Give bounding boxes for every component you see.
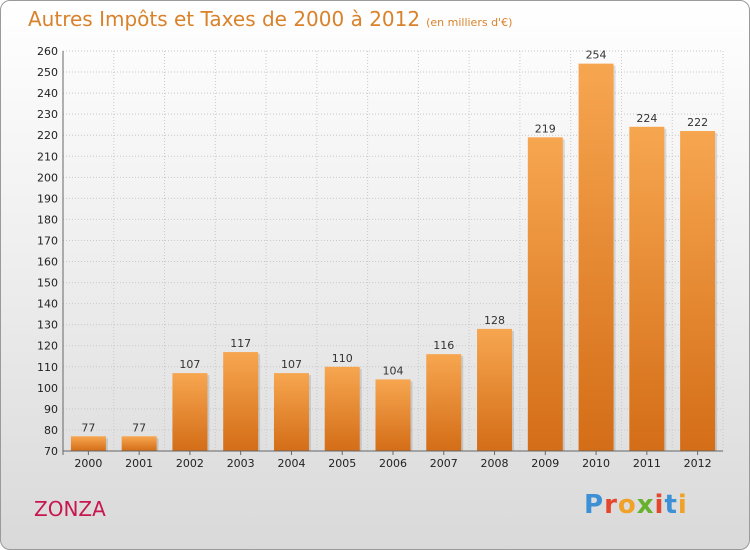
y-tick-label: 70 xyxy=(44,445,58,458)
y-tick-label: 200 xyxy=(37,171,58,184)
x-tick-label: 2008 xyxy=(481,457,509,470)
bar xyxy=(578,63,614,451)
y-tick-label: 150 xyxy=(37,277,58,290)
bar xyxy=(324,366,360,451)
data-label: 107 xyxy=(281,358,302,371)
y-tick-label: 230 xyxy=(37,108,58,121)
y-tick-label: 80 xyxy=(44,424,58,437)
y-tick-label: 190 xyxy=(37,192,58,205)
logo-letter: t xyxy=(664,490,678,520)
bar xyxy=(223,352,259,451)
data-label: 107 xyxy=(179,358,200,371)
logo-letter: i xyxy=(654,490,665,520)
x-tick-label: 2003 xyxy=(227,457,255,470)
x-tick-label: 2010 xyxy=(582,457,610,470)
y-tick-label: 110 xyxy=(37,361,58,374)
bar xyxy=(629,126,665,451)
y-tick-label: 130 xyxy=(37,319,58,332)
data-label: 104 xyxy=(383,364,404,377)
data-label: 254 xyxy=(586,49,607,62)
bar xyxy=(172,373,208,451)
y-tick-label: 120 xyxy=(37,340,58,353)
y-tick-label: 260 xyxy=(37,45,58,58)
bar xyxy=(121,436,157,451)
chart-unit: (en milliers d'€) xyxy=(426,16,513,29)
y-tick-label: 140 xyxy=(37,298,58,311)
bar xyxy=(477,328,513,451)
y-tick-label: 220 xyxy=(37,129,58,142)
logo-letter: r xyxy=(604,490,618,520)
y-tick-label: 250 xyxy=(37,66,58,79)
data-label: 222 xyxy=(687,116,708,129)
y-tick-label: 210 xyxy=(37,150,58,163)
x-tick-label: 2000 xyxy=(74,457,102,470)
x-tick-label: 2005 xyxy=(328,457,356,470)
y-tick-label: 160 xyxy=(37,256,58,269)
bar xyxy=(426,354,462,451)
bar xyxy=(680,131,716,451)
bar xyxy=(527,137,563,451)
data-label: 117 xyxy=(230,337,251,350)
chart-title: Autres Impôts et Taxes de 2000 à 2012 (en… xyxy=(28,7,512,31)
data-label: 224 xyxy=(636,112,657,125)
logo-letter: x xyxy=(636,490,655,520)
proxiti-logo[interactable]: Proxiti xyxy=(584,490,688,520)
x-tick-label: 2007 xyxy=(430,457,458,470)
x-tick-label: 2004 xyxy=(277,457,305,470)
x-tick-label: 2012 xyxy=(684,457,712,470)
x-tick-label: 2002 xyxy=(176,457,204,470)
logo-letter: o xyxy=(617,490,637,520)
x-tick-label: 2009 xyxy=(531,457,559,470)
data-label: 116 xyxy=(433,339,454,352)
data-label: 110 xyxy=(332,352,353,365)
x-tick-label: 2006 xyxy=(379,457,407,470)
city-name: ZONZA xyxy=(34,497,106,521)
chart-title-text: Autres Impôts et Taxes de 2000 à 2012 xyxy=(28,7,421,31)
data-label: 219 xyxy=(535,122,556,135)
x-tick-label: 2001 xyxy=(125,457,153,470)
y-tick-label: 170 xyxy=(37,234,58,247)
data-label: 77 xyxy=(132,421,146,434)
y-tick-label: 180 xyxy=(37,213,58,226)
bar xyxy=(375,379,411,451)
y-tick-label: 100 xyxy=(37,382,58,395)
data-label: 77 xyxy=(81,421,95,434)
bar xyxy=(273,373,309,451)
logo-letter: i xyxy=(677,490,688,520)
y-tick-label: 90 xyxy=(44,403,58,416)
data-label: 128 xyxy=(484,314,505,327)
x-tick-label: 2011 xyxy=(633,457,661,470)
bar xyxy=(70,436,106,451)
y-tick-label: 240 xyxy=(37,87,58,100)
logo-letter: P xyxy=(584,490,605,520)
